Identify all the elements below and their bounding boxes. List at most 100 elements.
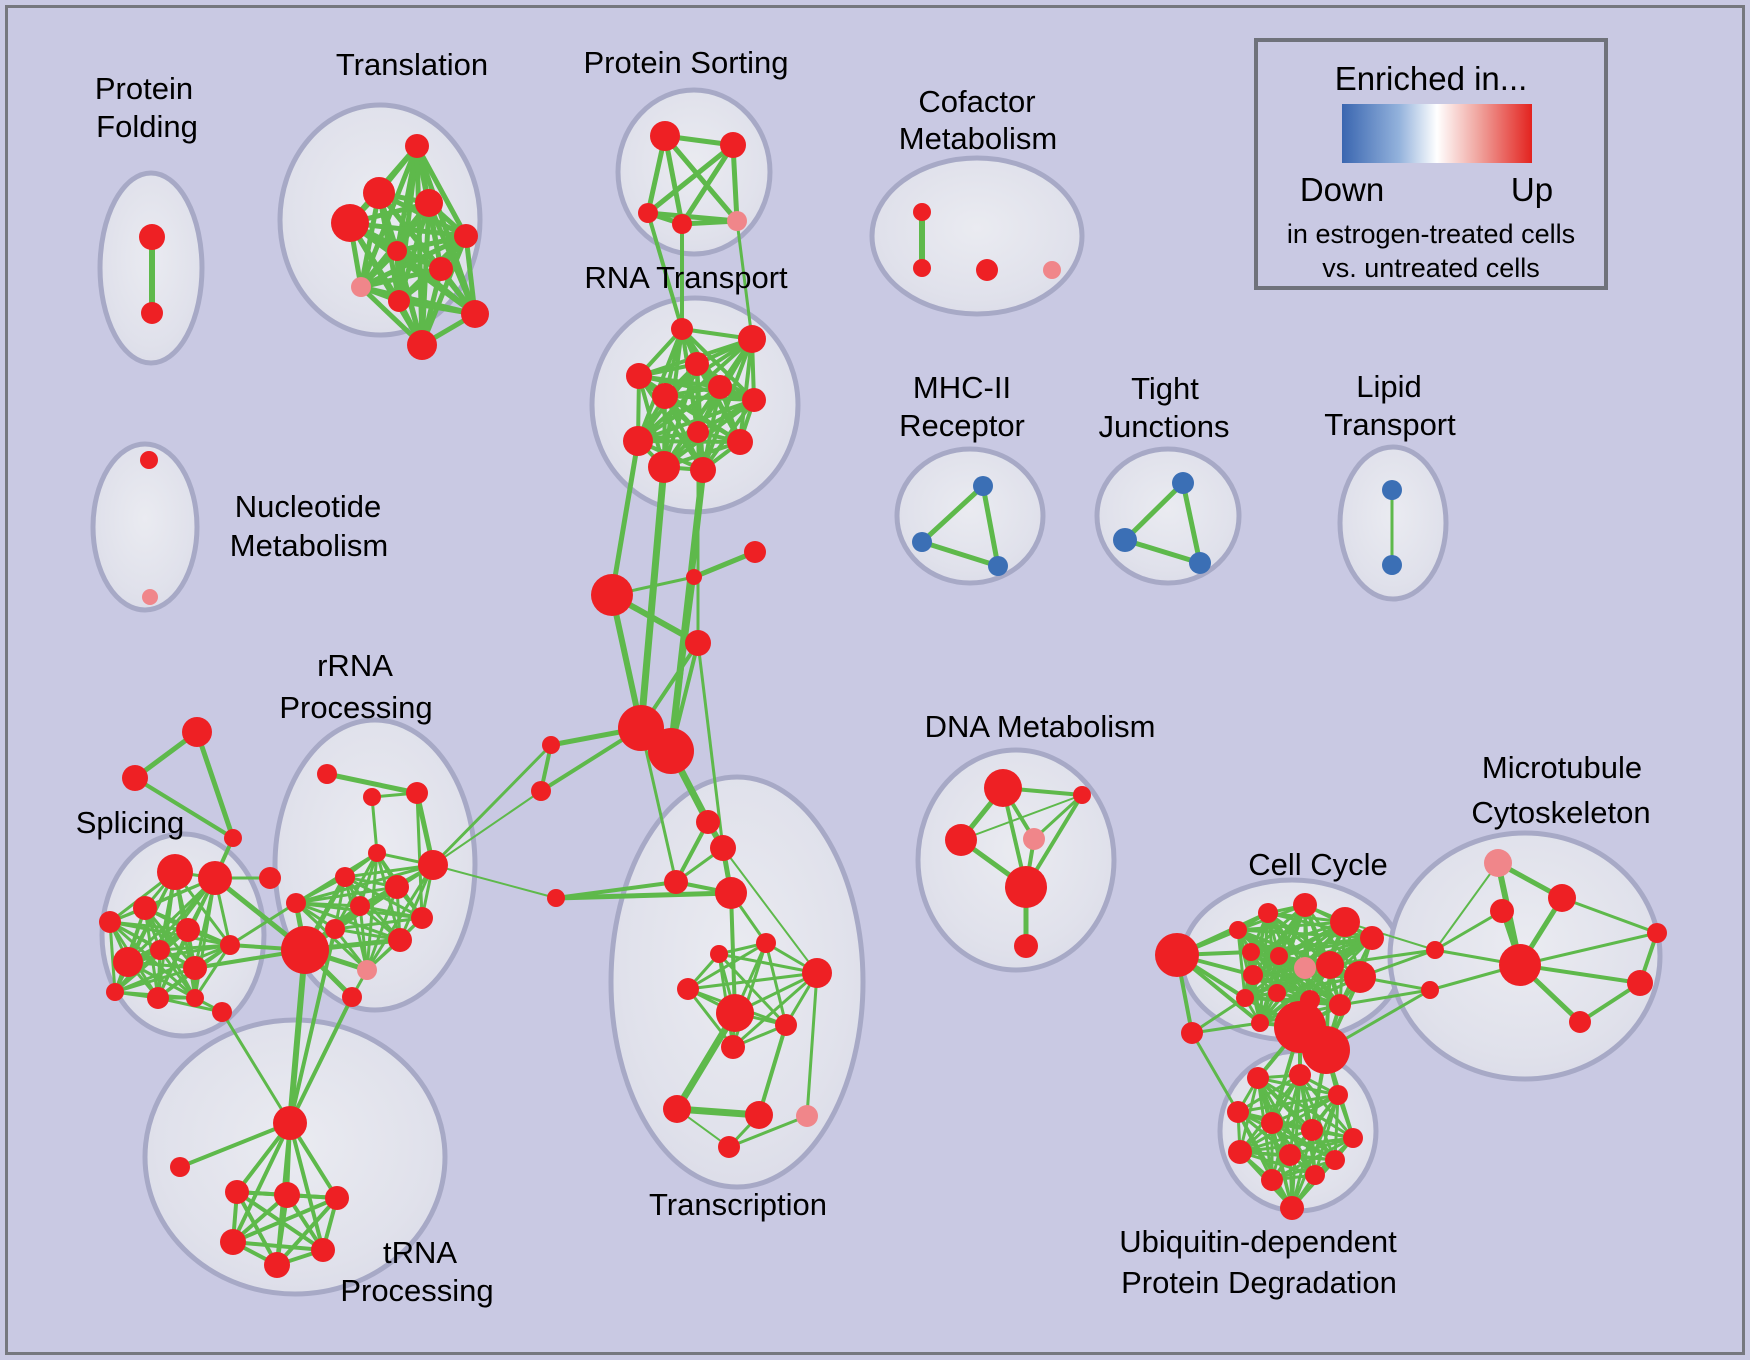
node-mt4[interactable] — [1499, 944, 1541, 986]
node-sp7[interactable] — [113, 947, 143, 977]
node-tn4[interactable] — [325, 1186, 349, 1210]
node-ps5[interactable] — [727, 211, 747, 231]
node-tr11[interactable] — [407, 330, 437, 360]
node-tsL[interactable] — [547, 889, 565, 907]
node-ce3[interactable] — [591, 574, 633, 616]
node-rt3[interactable] — [685, 352, 709, 376]
node-sp3[interactable] — [133, 896, 157, 920]
node-cf1[interactable] — [913, 203, 931, 221]
node-cc13[interactable] — [1243, 965, 1263, 985]
node-rt4[interactable] — [626, 363, 652, 389]
node-tr6[interactable] — [387, 241, 407, 261]
node-mt6[interactable] — [1627, 970, 1653, 996]
node-tr4[interactable] — [415, 189, 443, 217]
node-t13[interactable] — [745, 1101, 773, 1129]
node-rt9[interactable] — [623, 426, 653, 456]
node-rr4[interactable] — [368, 844, 386, 862]
node-cc16[interactable] — [1329, 994, 1351, 1016]
node-tn_hub[interactable] — [273, 1106, 307, 1140]
node-cc2[interactable] — [1293, 893, 1317, 917]
node-tn5[interactable] — [220, 1229, 246, 1255]
node-mh2[interactable] — [912, 532, 932, 552]
node-rr15[interactable] — [411, 907, 433, 929]
node-rr10[interactable] — [350, 896, 370, 916]
node-tn3[interactable] — [274, 1182, 300, 1208]
node-t6[interactable] — [756, 933, 776, 953]
node-pf2[interactable] — [141, 302, 163, 324]
node-ub6[interactable] — [1301, 1119, 1323, 1141]
node-tr8[interactable] — [351, 277, 371, 297]
node-cc6[interactable] — [1242, 943, 1260, 961]
node-ub4[interactable] — [1227, 1101, 1249, 1123]
node-rr16[interactable] — [342, 987, 362, 1007]
node-rr3[interactable] — [406, 782, 428, 804]
node-rt6[interactable] — [652, 383, 678, 409]
node-tn7[interactable] — [264, 1252, 290, 1278]
node-tn6[interactable] — [311, 1238, 335, 1262]
node-pf1[interactable] — [139, 224, 165, 250]
node-ce2[interactable] — [686, 569, 702, 585]
node-ce1[interactable] — [744, 541, 766, 563]
node-sp8[interactable] — [183, 956, 207, 980]
node-t5[interactable] — [710, 945, 728, 963]
node-rt12[interactable] — [690, 457, 716, 483]
node-tr3[interactable] — [331, 204, 369, 242]
node-rt2[interactable] — [738, 325, 766, 353]
node-cc3[interactable] — [1330, 907, 1360, 937]
node-ce4[interactable] — [685, 630, 711, 656]
node-tr2[interactable] — [363, 177, 395, 209]
node-tr1[interactable] — [405, 134, 429, 158]
node-ub9[interactable] — [1279, 1144, 1301, 1166]
node-cc12[interactable] — [1268, 984, 1286, 1002]
node-ce6[interactable] — [531, 781, 551, 801]
node-sp9[interactable] — [106, 983, 124, 1001]
node-dm1[interactable] — [984, 769, 1022, 807]
node-rt7[interactable] — [742, 388, 766, 412]
node-cc10[interactable] — [1344, 961, 1376, 993]
node-rr18[interactable] — [212, 1002, 232, 1022]
node-t14[interactable] — [796, 1105, 818, 1127]
node-rr9[interactable] — [286, 893, 306, 913]
node-mt1[interactable] — [1484, 849, 1512, 877]
node-cf2[interactable] — [913, 259, 931, 277]
node-sp5[interactable] — [176, 918, 200, 942]
node-nm2[interactable] — [142, 589, 158, 605]
node-rr2[interactable] — [363, 788, 381, 806]
node-ce5[interactable] — [542, 736, 560, 754]
node-rr5[interactable] — [335, 867, 355, 887]
node-rt10[interactable] — [727, 429, 753, 455]
node-ub13[interactable] — [1280, 1196, 1304, 1220]
node-ps4[interactable] — [672, 214, 692, 234]
node-cc11[interactable] — [1236, 989, 1254, 1007]
node-cc1[interactable] — [1258, 903, 1278, 923]
node-rr12[interactable] — [281, 926, 329, 974]
node-t10[interactable] — [775, 1014, 797, 1036]
node-tr9[interactable] — [388, 290, 410, 312]
node-lt2[interactable] — [1382, 555, 1402, 575]
node-cf3[interactable] — [976, 259, 998, 281]
node-tj1[interactable] — [1172, 472, 1194, 494]
node-hub2[interactable] — [648, 728, 694, 774]
node-t1[interactable] — [696, 810, 720, 834]
node-cc_h2[interactable] — [1302, 1026, 1350, 1074]
node-dm6[interactable] — [1014, 934, 1038, 958]
node-t3[interactable] — [664, 870, 688, 894]
node-mt2[interactable] — [1548, 884, 1576, 912]
node-t4[interactable] — [715, 877, 747, 909]
node-mt7[interactable] — [1647, 923, 1667, 943]
node-ub1[interactable] — [1247, 1067, 1269, 1089]
node-cc5[interactable] — [1229, 921, 1247, 939]
node-cc8[interactable] — [1294, 957, 1316, 979]
node-t11[interactable] — [721, 1035, 745, 1059]
node-rt8[interactable] — [687, 421, 709, 443]
node-mh1[interactable] — [973, 476, 993, 496]
node-ub12[interactable] — [1305, 1165, 1325, 1185]
node-dm3[interactable] — [1023, 828, 1045, 850]
node-ub8[interactable] — [1228, 1140, 1252, 1164]
node-rr6[interactable] — [385, 875, 409, 899]
node-cc17[interactable] — [1181, 1022, 1203, 1044]
node-sp4[interactable] — [99, 911, 121, 933]
node-rt5[interactable] — [708, 375, 732, 399]
node-ub11[interactable] — [1261, 1169, 1283, 1191]
node-dm5[interactable] — [1005, 866, 1047, 908]
